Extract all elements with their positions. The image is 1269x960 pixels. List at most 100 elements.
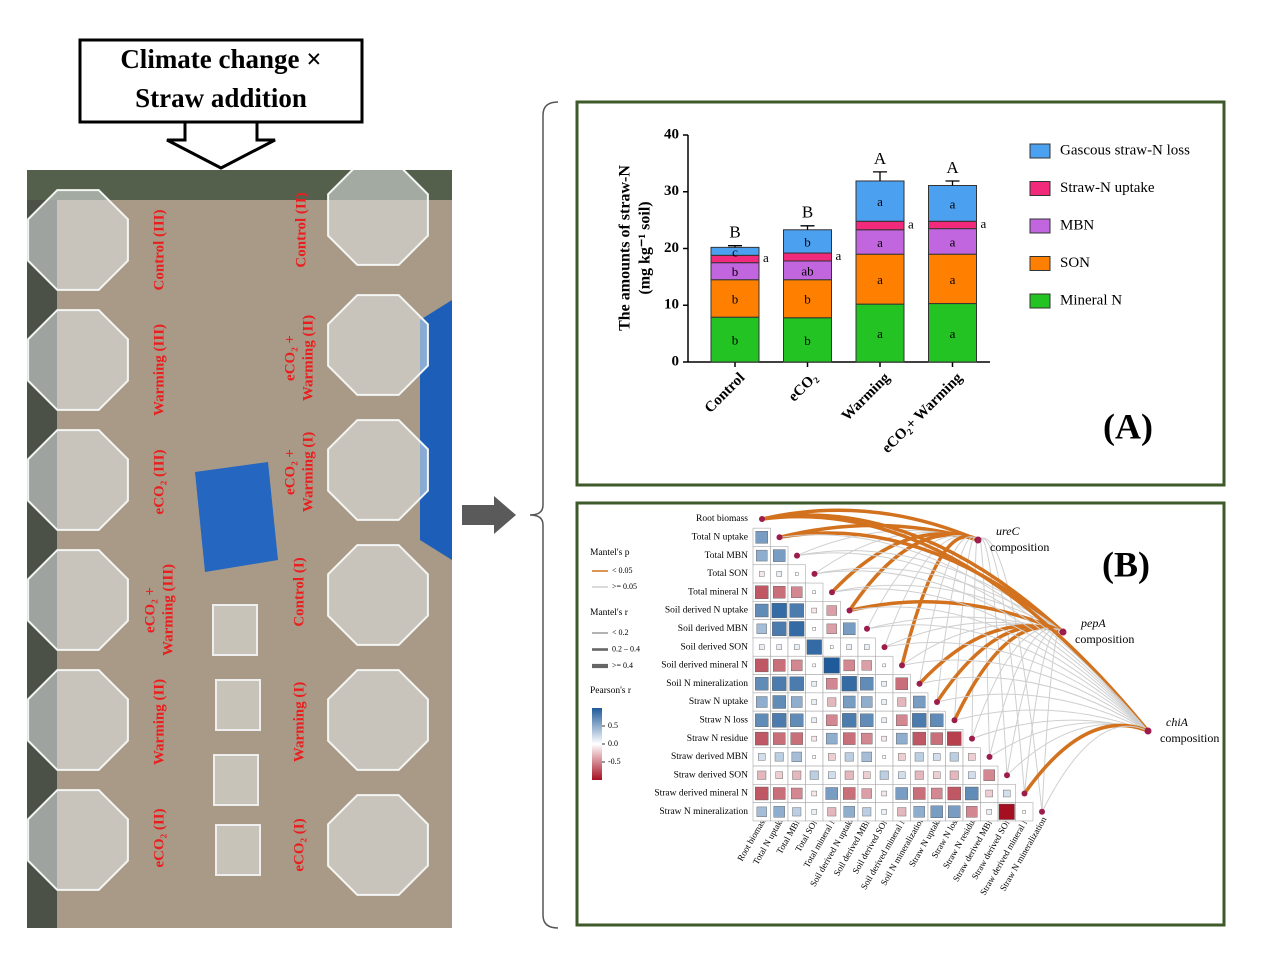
correlation-cell [864, 644, 870, 650]
correlation-cell [823, 657, 840, 674]
mantel-link [1006, 628, 1064, 776]
correlation-cell [895, 677, 908, 690]
correlation-cell [968, 771, 976, 779]
row-label: Straw derived mineral N [654, 789, 748, 799]
correlation-cell [812, 627, 816, 631]
mantel-link-significant [761, 514, 1150, 733]
legend-label: Mineral N [1060, 292, 1122, 308]
sig-letter: a [950, 234, 956, 249]
correlation-cell [895, 787, 908, 800]
variable-dot [1004, 772, 1010, 779]
plot-label: Control (II) [293, 192, 309, 267]
correlation-cell [759, 644, 765, 650]
correlation-cell [985, 789, 993, 798]
correlation-cell [968, 753, 976, 761]
correlation-cell [862, 807, 872, 817]
correlation-cell [966, 806, 978, 818]
header-line: Straw addition [135, 83, 307, 113]
variable-dot [951, 717, 958, 724]
correlation-cell [772, 621, 787, 636]
variable-dot [864, 625, 870, 632]
correlation-cell [791, 787, 803, 800]
sig-letter: b [804, 333, 811, 348]
correlation-cell [811, 607, 817, 614]
correlation-cell [826, 714, 838, 726]
bar-segment [855, 303, 905, 363]
y-tick-label: 40 [664, 126, 679, 142]
correlation-cell [843, 622, 856, 636]
plot-label: Warming (II) [300, 315, 316, 401]
correlation-cell [759, 571, 765, 577]
correlation-cell [806, 639, 822, 655]
total-letter: A [946, 158, 959, 177]
chamber [27, 309, 129, 411]
variable-dot [969, 735, 975, 742]
bar-segment [783, 317, 832, 363]
sig-letter: b [804, 234, 811, 249]
correlation-cell [861, 788, 872, 799]
plot-label: eCO₂ + [282, 449, 298, 495]
correlation-cell [881, 735, 887, 742]
correlation-cell [755, 786, 769, 801]
sig-letter: a [877, 194, 883, 209]
y-tick-label: 30 [664, 183, 679, 199]
correlation-cell [983, 769, 995, 781]
bracket [529, 101, 559, 929]
plot-label: eCO₂ + [142, 587, 158, 633]
correlation-cell [826, 732, 838, 745]
correlation-cell [812, 590, 816, 594]
chamber [327, 294, 429, 396]
cage [215, 679, 261, 731]
node-sub: composition [1160, 731, 1219, 745]
row-label: Soil derived mineral N [661, 661, 748, 671]
legend-swatch [1029, 143, 1051, 159]
row-label: Straw N uptake [689, 697, 748, 707]
legend-swatch [1029, 218, 1051, 234]
correlation-cell [914, 752, 924, 762]
correlation-cell [930, 713, 944, 727]
sig-letter: b [732, 291, 739, 306]
sig-letter: b [732, 333, 739, 348]
variable-dot [916, 680, 923, 687]
variable-dot [1039, 808, 1045, 815]
sig-letter: ab [801, 263, 813, 278]
error-bar [873, 171, 887, 181]
correlation-cell [794, 644, 800, 650]
cage [215, 824, 261, 876]
correlation-cell [773, 806, 785, 818]
photo [27, 170, 452, 928]
chamber [327, 794, 429, 896]
plot-label: Control (I) [291, 557, 307, 626]
correlation-cell [792, 807, 802, 817]
variable-dot [776, 534, 783, 541]
correlation-cell [756, 549, 768, 562]
correlation-cell [771, 602, 787, 619]
correlation-cell [755, 677, 769, 691]
mantel-link [919, 676, 1149, 732]
correlation-cell [998, 803, 1015, 820]
correlation-cell [791, 659, 803, 672]
correlation-cell [861, 732, 873, 745]
mantel-link-significant [779, 531, 1065, 634]
correlation-cell [863, 771, 871, 779]
colorbar-label: -0.5 [608, 757, 621, 766]
correlation-cell [828, 771, 836, 779]
variable-dot [1021, 790, 1028, 797]
mantel-link [936, 536, 979, 703]
mantel-link [779, 534, 1149, 732]
bar-segment [710, 316, 760, 363]
row-label: Soil derived N uptake [665, 606, 748, 616]
sig-letter: a [950, 272, 956, 287]
plot-label: Warming (III) [151, 324, 167, 416]
row-label: Soil derived MBN [678, 624, 748, 634]
correlation-cell [861, 660, 872, 671]
correlation-cell [830, 645, 834, 649]
mantel-link [884, 641, 1149, 732]
correlation-cell [882, 663, 886, 668]
variable-dot [759, 516, 765, 522]
chamber [27, 789, 129, 891]
chamber [327, 170, 429, 266]
correlation-cell [1022, 810, 1026, 814]
node-name: chiA [1166, 715, 1189, 729]
sig-letter: a [950, 196, 956, 211]
